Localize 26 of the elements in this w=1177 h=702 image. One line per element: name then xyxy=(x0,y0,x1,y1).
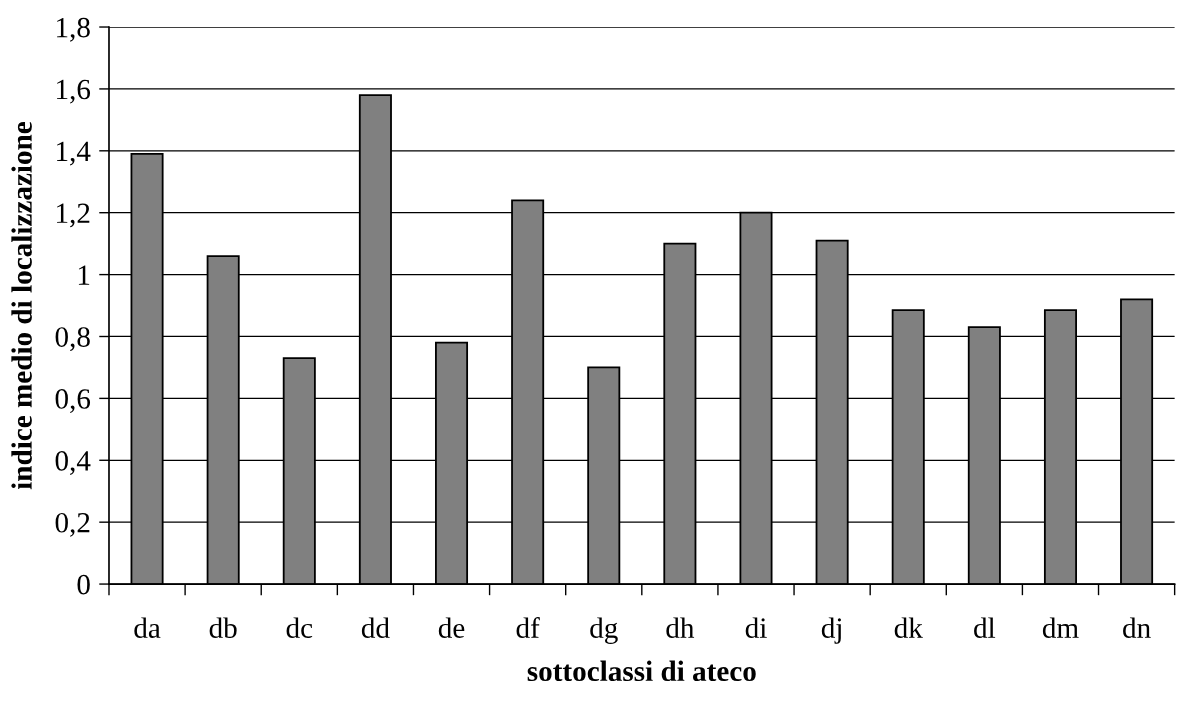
x-tick-label: dk xyxy=(894,617,923,638)
x-tick-label: di xyxy=(745,617,767,638)
x-tick-label: dh xyxy=(666,617,695,638)
y-tick-label: 0,4 xyxy=(55,451,91,475)
y-tick-label: 0 xyxy=(77,574,90,595)
x-tick-label: dd xyxy=(361,617,390,638)
y-tick-label: 1,4 xyxy=(57,141,91,166)
x-tick-label: db xyxy=(209,617,237,638)
x-tick-label: dg xyxy=(590,617,618,644)
y-tick-label: 1,8 xyxy=(57,17,90,42)
x-tick-label: dl xyxy=(974,617,996,638)
x-tick-label: dn xyxy=(1123,617,1151,638)
y-tick-label: 0,2 xyxy=(55,512,90,537)
y-tick-label: 0,6 xyxy=(55,389,91,413)
y-tick-label: 1,2 xyxy=(57,203,90,228)
x-axis-title: sottoclassi di ateco xyxy=(527,660,756,682)
y-axis-title: indice medio di localizzazione xyxy=(11,122,32,490)
x-tick-label: dm xyxy=(1042,617,1079,638)
x-tick-label: de xyxy=(438,617,465,638)
x-tick-label: da xyxy=(134,617,161,638)
y-tick-label: 1 xyxy=(78,265,90,285)
x-tick-label: df xyxy=(516,617,540,638)
y-tick-label: 0,8 xyxy=(55,327,90,352)
x-tick-label: dj xyxy=(821,617,841,644)
y-tick-label: 1,6 xyxy=(57,79,91,104)
x-tick-label: dc xyxy=(286,617,313,638)
